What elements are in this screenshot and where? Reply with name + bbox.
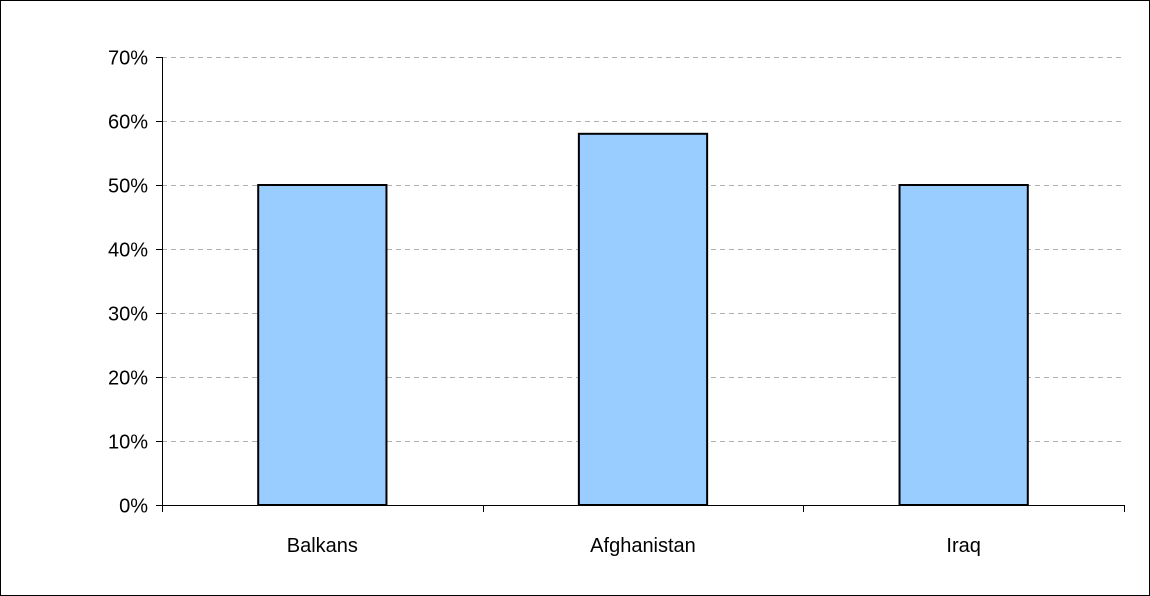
x-category-label: Afghanistan: [590, 535, 696, 557]
bar-balkans: [257, 184, 388, 506]
y-tick-label: 30%: [108, 304, 148, 326]
axes: [156, 57, 1125, 512]
y-tick-label: 0%: [119, 496, 148, 518]
bars: [257, 132, 1029, 507]
y-tick-label: 70%: [108, 48, 148, 70]
y-tick-label: 60%: [108, 112, 148, 134]
y-tick-label: 50%: [108, 176, 148, 198]
bar-iraq: [898, 184, 1029, 506]
labels: 0% 10% 20% 30% 40% 50% 60% 70% Balkans Afghanista…: [108, 48, 981, 558]
x-category-label: Balkans: [287, 535, 358, 557]
y-tick-label: 40%: [108, 240, 148, 262]
x-category-label: Iraq: [946, 535, 980, 557]
y-tick-label: 10%: [108, 432, 148, 454]
bar-afghanistan: [577, 132, 709, 507]
y-tick-label: 20%: [108, 368, 148, 390]
